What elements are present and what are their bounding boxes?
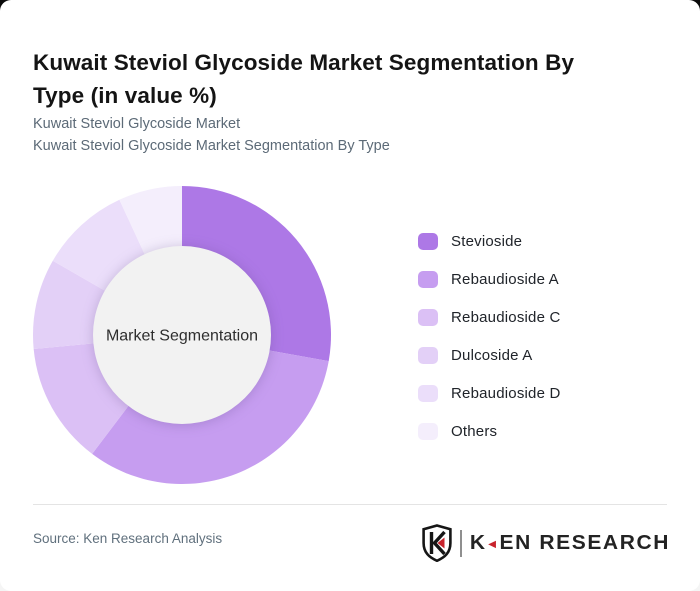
legend-label: Rebaudioside C (451, 309, 561, 326)
donut-svg: Market Segmentation (32, 186, 332, 485)
donut-center-hole (93, 246, 271, 424)
donut-center-label: Market Segmentation (106, 328, 258, 345)
legend-swatch (418, 423, 438, 440)
legend-item-stevioside: Stevioside (418, 233, 561, 250)
legend-item-dulcoside-a: Dulcoside A (418, 347, 561, 364)
ken-research-logo: K ◄ EN RESEARCH (422, 524, 670, 562)
logo-wordmark: K ◄ EN RESEARCH (470, 531, 670, 554)
legend-swatch (418, 385, 438, 402)
red-triangle-icon: ◄ (485, 535, 499, 551)
logo-wordmark-rest: EN RESEARCH (499, 531, 670, 554)
page-title: Kuwait Steviol Glycoside Market Segmenta… (33, 50, 575, 109)
subtitle-line-1: Kuwait Steviol Glycoside Market (33, 116, 241, 132)
legend-swatch (418, 271, 438, 288)
legend-swatch (418, 233, 438, 250)
legend-item-rebaudioside-d: Rebaudioside D (418, 385, 561, 402)
legend-swatch (418, 347, 438, 364)
source-text: Source: Ken Research Analysis (33, 531, 223, 546)
legend-label: Rebaudioside D (451, 385, 561, 402)
legend-item-rebaudioside-a: Rebaudioside A (418, 271, 561, 288)
footer-divider (33, 504, 667, 505)
legend-label: Others (451, 423, 498, 440)
legend-item-others: Others (418, 423, 561, 440)
legend-item-rebaudioside-c: Rebaudioside C (418, 309, 561, 326)
legend-label: Rebaudioside A (451, 271, 559, 288)
chart-subtitles: Kuwait Steviol Glycoside Market Kuwait S… (33, 113, 390, 157)
donut-chart: Market Segmentation (32, 185, 332, 485)
logo-wordmark-k: K (469, 531, 487, 554)
legend-label: Dulcoside A (451, 347, 533, 364)
ken-research-shield-icon (422, 524, 452, 562)
logo-divider-bar (459, 529, 462, 557)
legend-swatch (418, 309, 438, 326)
chart-legend: Stevioside Rebaudioside A Rebaudioside C Du… (418, 233, 561, 461)
subtitle-line-2: Kuwait Steviol Glycoside Market Segmenta… (33, 138, 390, 154)
legend-label: Stevioside (451, 233, 523, 250)
